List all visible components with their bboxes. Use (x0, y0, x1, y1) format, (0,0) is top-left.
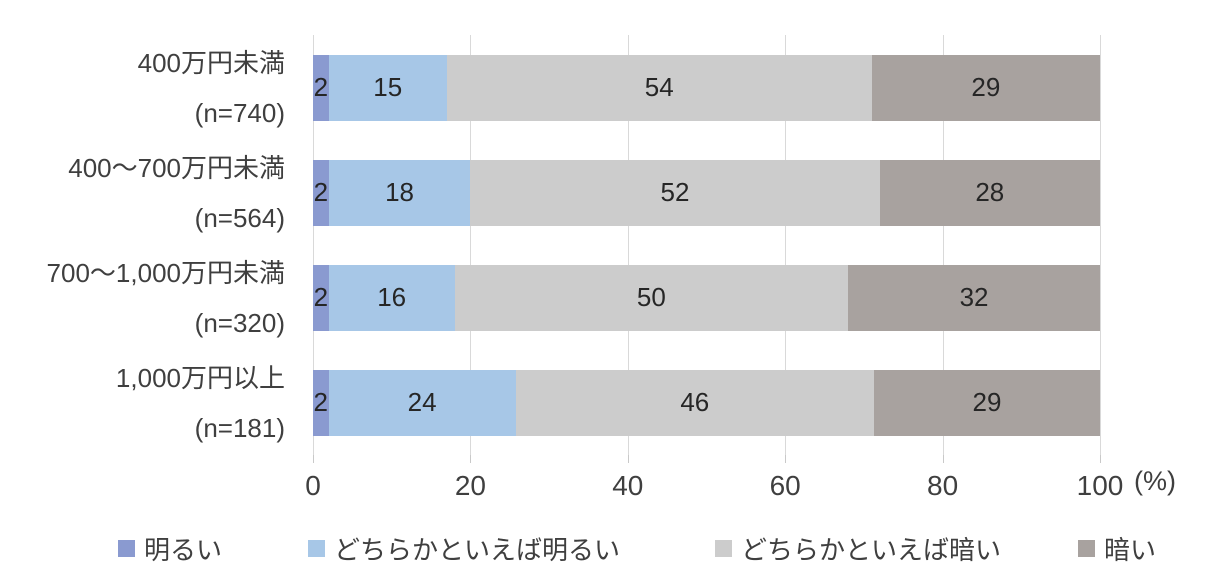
segment-value-label: 46 (680, 387, 710, 417)
segment-value-label: 2 (313, 72, 329, 102)
gridline (942, 35, 944, 455)
gridline (627, 35, 629, 455)
segment-value-label: 15 (373, 72, 403, 102)
bar-segment: 52 (470, 159, 880, 226)
legend-item: どちらかといえば明るい (308, 528, 620, 568)
category-label: 700〜1,000万円未満 (46, 257, 285, 288)
category-label: 400万円未満 (137, 47, 285, 78)
x-axis-tick-label: 80 (927, 470, 959, 501)
bar-rows: 400万円未満 (n=740) 2 15 54 29 400〜700万円未満 (n=5… (0, 35, 1220, 455)
segment-value-label: 16 (377, 282, 407, 312)
segment-value-label: 28 (975, 177, 1005, 207)
category-label: 1,000万円以上 (115, 362, 285, 393)
category-n-label: (n=740) (194, 97, 285, 128)
segment-value-label: 32 (959, 282, 989, 312)
bar-segment: 2 (313, 264, 329, 331)
category-label: 400〜700万円未満 (68, 152, 285, 183)
gridline (1100, 35, 1101, 455)
bar-segment: 50 (454, 264, 849, 331)
bar-segment: 24 (328, 369, 516, 436)
axis-tick (313, 455, 314, 463)
bar-segment: 15 (328, 54, 447, 121)
plot-area (313, 35, 1101, 463)
bar-segment: 2 (313, 54, 329, 121)
gridline (313, 35, 314, 455)
x-axis-tick-label: 60 (769, 470, 801, 501)
legend-item: 明るい (118, 528, 222, 568)
bar-segment: 18 (328, 159, 471, 226)
legend-swatch-icon (308, 539, 325, 557)
segment-value-label: 50 (636, 282, 666, 312)
legend-label: 暗い (1104, 534, 1157, 565)
segment-value-label: 24 (407, 387, 437, 417)
bar-segment: 29 (871, 54, 1100, 121)
percent-unit-label: (%) (1134, 466, 1176, 496)
bar: 2 18 52 28 (313, 159, 1100, 226)
axis-tick (470, 455, 472, 463)
bar-segment: 29 (874, 369, 1100, 436)
legend-swatch-icon (1078, 539, 1095, 557)
gridline (785, 35, 787, 455)
bar: 2 15 54 29 (313, 54, 1100, 121)
bar-row: 700〜1,000万円未満 (n=320) 2 16 50 32 (0, 245, 1220, 350)
x-axis-tick-label: 0 (305, 470, 321, 501)
bar-segment: 16 (328, 264, 455, 331)
legend-swatch-icon (118, 539, 135, 557)
legend: 明るい どちらかといえば明るい どちらかといえば暗い 暗い (0, 528, 1220, 568)
category-n-label: (n=181) (194, 412, 285, 443)
segment-value-label: 29 (971, 72, 1001, 102)
axis-tick (785, 455, 787, 463)
x-axis-tick-label: 40 (612, 470, 644, 501)
legend-swatch-icon (715, 539, 732, 557)
legend-item: 暗い (1078, 528, 1156, 568)
axis-tick (627, 455, 629, 463)
bar-segment: 28 (879, 159, 1100, 226)
x-axis: (%) 0 20 40 60 80 100 (305, 466, 1176, 502)
axis-tick (942, 455, 944, 463)
legend-label: どちらかといえば暗い (741, 534, 1002, 565)
segment-value-label: 52 (660, 177, 690, 207)
segment-value-label: 2 (313, 282, 329, 312)
segment-value-label: 2 (313, 177, 329, 207)
bar-row: 400〜700万円未満 (n=564) 2 18 52 28 (0, 140, 1220, 245)
bar: 2 16 50 32 (313, 264, 1100, 331)
bar-segment: 32 (848, 264, 1100, 331)
x-axis-tick-label: 100 (1076, 470, 1124, 501)
bar-row: 1,000万円以上 (n=181) 2 24 46 29 (0, 350, 1220, 455)
bar-segment: 2 (313, 159, 329, 226)
segment-value-label: 54 (644, 72, 674, 102)
bar: 2 24 46 29 (313, 369, 1100, 436)
category-n-label: (n=564) (194, 202, 285, 233)
legend-item: どちらかといえば暗い (715, 528, 1001, 568)
bar-segment: 2 (313, 369, 329, 436)
axis-tick (1100, 455, 1101, 463)
bar-segment: 54 (446, 54, 872, 121)
segment-value-label: 2 (313, 387, 329, 417)
bar-row: 400万円未満 (n=740) 2 15 54 29 (0, 35, 1220, 140)
legend-label: どちらかといえば明るい (334, 534, 621, 565)
bar-segment: 46 (515, 369, 874, 436)
segment-value-label: 29 (972, 387, 1002, 417)
legend-label: 明るい (144, 534, 223, 565)
category-n-label: (n=320) (194, 307, 285, 338)
x-axis-tick-label: 20 (454, 470, 486, 501)
gridline (470, 35, 472, 455)
segment-value-label: 18 (385, 177, 415, 207)
